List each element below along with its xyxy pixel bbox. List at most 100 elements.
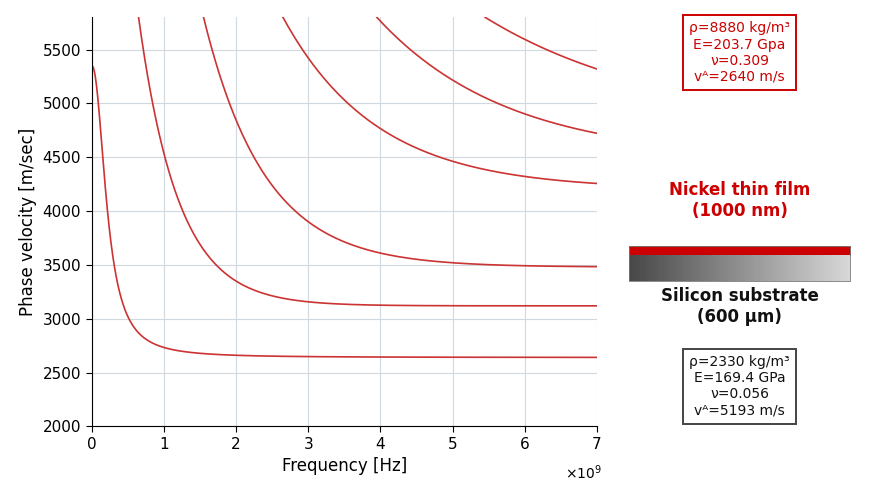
Bar	[718, 255, 719, 281]
Bar	[701, 255, 703, 281]
Bar	[764, 255, 766, 281]
Text: Nickel thin film
(1000 nm): Nickel thin film (1000 nm)	[669, 181, 810, 220]
Bar	[767, 255, 769, 281]
Bar	[678, 255, 681, 281]
Bar	[793, 255, 795, 281]
Bar	[729, 255, 731, 281]
Bar	[812, 255, 814, 281]
Bar	[662, 255, 664, 281]
Bar	[666, 255, 668, 281]
Bar	[756, 255, 758, 281]
Bar	[635, 255, 636, 281]
Bar	[799, 255, 801, 281]
Bar	[808, 255, 809, 281]
Bar	[686, 255, 688, 281]
Bar	[695, 255, 698, 281]
Bar	[841, 255, 843, 281]
Bar	[746, 255, 747, 281]
Bar	[660, 255, 662, 281]
Bar	[782, 255, 784, 281]
X-axis label: Frequency [Hz]: Frequency [Hz]	[282, 458, 407, 475]
Bar	[780, 255, 782, 281]
Bar	[774, 255, 776, 281]
Bar	[754, 255, 756, 281]
Bar	[839, 255, 841, 281]
Bar	[699, 255, 701, 281]
Bar	[655, 255, 656, 281]
Bar	[832, 255, 834, 281]
Bar	[688, 255, 690, 281]
Bar	[719, 255, 721, 281]
Bar	[650, 255, 651, 281]
Bar	[629, 255, 631, 281]
Bar	[773, 255, 774, 281]
Bar	[651, 255, 653, 281]
Bar	[640, 255, 642, 281]
Bar	[643, 255, 645, 281]
Bar	[732, 255, 734, 281]
Bar	[743, 255, 746, 281]
Bar	[786, 255, 787, 281]
Bar	[712, 255, 714, 281]
Bar	[791, 255, 793, 281]
Bar	[824, 255, 827, 281]
Bar	[822, 255, 824, 281]
Bar	[789, 255, 791, 281]
Bar	[760, 255, 762, 281]
Bar	[670, 255, 671, 281]
Bar	[664, 255, 666, 281]
Text: $\times 10^9$: $\times 10^9$	[565, 463, 602, 482]
Bar	[721, 255, 723, 281]
Bar	[693, 255, 695, 281]
Bar	[847, 255, 849, 281]
Bar	[633, 255, 635, 281]
Bar	[739, 255, 741, 281]
Bar	[631, 255, 633, 281]
Bar	[723, 255, 725, 281]
Bar	[684, 255, 686, 281]
Bar	[779, 255, 780, 281]
Bar	[814, 255, 815, 281]
Bar	[683, 255, 684, 281]
Bar	[806, 255, 808, 281]
Bar	[690, 255, 691, 281]
Bar	[656, 255, 658, 281]
Bar	[705, 255, 706, 281]
Text: ρ=8880 kg/m³
E=203.7 Gpa
ν=0.309
vᴬ=2640 m/s: ρ=8880 kg/m³ E=203.7 Gpa ν=0.309 vᴬ=2640…	[689, 21, 790, 84]
Bar	[703, 255, 705, 281]
Bar	[797, 255, 799, 281]
Bar	[731, 255, 732, 281]
Bar	[653, 255, 655, 281]
Bar	[784, 255, 786, 281]
Bar	[629, 246, 850, 281]
Bar	[698, 255, 699, 281]
Bar	[726, 255, 729, 281]
Bar	[849, 255, 850, 281]
Bar	[771, 255, 773, 281]
Bar	[747, 255, 749, 281]
Bar	[835, 255, 837, 281]
Bar	[725, 255, 726, 281]
Bar	[753, 255, 754, 281]
Bar	[734, 255, 736, 281]
Bar	[716, 255, 718, 281]
Bar	[801, 255, 802, 281]
Text: Silicon substrate
(600 μm): Silicon substrate (600 μm)	[661, 287, 819, 326]
Bar	[819, 255, 821, 281]
Bar	[648, 255, 650, 281]
Bar	[804, 255, 806, 281]
Bar	[706, 255, 708, 281]
Bar	[845, 255, 847, 281]
Bar	[762, 255, 764, 281]
Bar	[710, 255, 712, 281]
Bar	[830, 255, 832, 281]
Bar	[714, 255, 716, 281]
Bar	[645, 255, 648, 281]
Bar	[681, 255, 683, 281]
Bar	[741, 255, 743, 281]
Bar	[738, 255, 739, 281]
Bar	[636, 255, 638, 281]
Bar	[787, 255, 789, 281]
Bar	[766, 255, 767, 281]
Bar	[837, 255, 839, 281]
